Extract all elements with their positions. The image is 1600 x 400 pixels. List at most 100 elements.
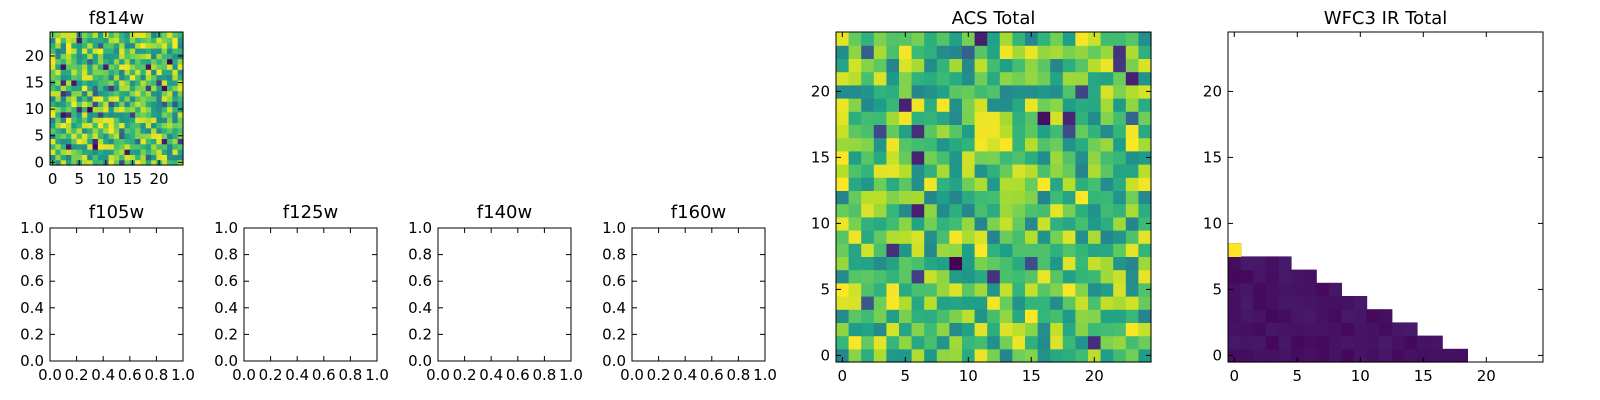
heatmap-cell [1050,256,1064,271]
heatmap-cell [71,85,78,92]
heatmap-cell [1291,309,1305,323]
heatmap-cell [1125,150,1139,165]
heatmap-cell [55,32,62,38]
heatmap-cell [1050,124,1064,139]
heatmap-cell [911,98,925,112]
heatmap-cell [156,143,163,150]
heatmap-cell [936,177,950,191]
heatmap-cell [1100,124,1114,139]
heatmap-cell [836,256,850,271]
x-tick-label: 0.2 [65,366,89,384]
heatmap-cell [1025,58,1039,73]
heatmap-cell [1265,282,1279,297]
heatmap-cell [962,190,976,205]
heatmap-cell [135,101,142,108]
heatmap-cell [1113,230,1127,244]
heatmap-cell [81,47,88,54]
heatmap-cell [119,111,126,118]
heatmap-cell [135,79,142,86]
heatmap-cell [848,164,862,178]
heatmap-cell [1025,348,1039,363]
heatmap-cell [873,309,887,323]
heatmap-cell [1113,309,1127,323]
x-tick-label: 15 [123,170,142,188]
heatmap-cell [172,95,179,102]
heatmap-cell [1253,256,1267,271]
heatmap-cell [1113,203,1127,218]
heatmap-cell [886,216,900,231]
y-tick-label: 0.0 [214,352,238,370]
heatmap-cell [145,85,152,92]
x-tick-label: 0.4 [673,366,697,384]
heatmap-cell [962,256,976,271]
heatmap-cell [848,216,862,231]
heatmap-cell [161,95,168,102]
heatmap-cell [1404,322,1418,337]
heatmap-cell [911,282,925,297]
heatmap-cell [899,243,913,257]
heatmap-cell [76,133,83,139]
heatmap-cell [167,154,173,161]
y-tick-label: 0.8 [602,246,626,264]
heatmap-cell [177,149,184,155]
heatmap-cell [873,282,887,297]
heatmap-cell [987,71,1001,86]
heatmap-cell [103,63,110,70]
heatmap-cell [1088,348,1102,363]
heatmap-cell [962,137,976,152]
heatmap-cell [167,127,173,134]
heatmap-cell [113,85,120,92]
heatmap-cell [103,101,110,108]
panel-title-acs-total: ACS Total [952,8,1036,29]
heatmap-cell [1037,335,1051,350]
heatmap-cell [962,335,976,350]
heatmap-cell [65,143,72,150]
heatmap-cell [108,111,115,118]
heatmap-cell [936,203,950,218]
heatmap-cell [1088,98,1102,112]
heatmap-cell [50,37,56,44]
heatmap-cell [873,137,887,152]
heatmap-cell [76,69,83,76]
heatmap-cell [949,137,963,152]
heatmap-cell [76,122,83,129]
heatmap-cell [151,138,157,145]
heatmap-cell [1265,269,1279,284]
heatmap-cell [1012,256,1026,271]
heatmap-cell [167,63,173,70]
heatmap-cell [167,53,173,60]
heatmap-cell [97,74,104,81]
heatmap-cell [1088,164,1102,178]
heatmap-cell [1050,32,1064,46]
heatmap-cell [140,53,147,60]
heatmap-cell [65,47,72,54]
heatmap-cell [1341,322,1355,337]
heatmap-cell [108,149,115,155]
heatmap-cell [1075,322,1089,337]
heatmap-cell [1316,282,1330,297]
heatmap-cell [949,322,963,337]
heatmap-cell [60,138,67,145]
heatmap-cell [836,335,850,350]
heatmap-cell [1100,177,1114,191]
heatmap-cell [1025,322,1039,337]
heatmap-cell [1354,309,1368,323]
heatmap-cell [949,296,963,310]
heatmap-cell [76,63,83,70]
heatmap-cell [167,42,173,49]
heatmap-cell [911,269,925,284]
x-tick-label: 0.2 [259,366,283,384]
heatmap-cell [962,98,976,112]
heatmap-cell [936,309,950,323]
heatmap-cell [140,69,147,76]
heatmap-cell [1088,216,1102,231]
heatmap-cell [172,90,179,97]
heatmap-cell [60,90,67,97]
heatmap-cell [836,348,850,363]
heatmap-cell [974,98,988,112]
heatmap-cell [848,45,862,59]
heatmap-cell [177,101,184,108]
heatmap-cell [60,42,67,49]
y-tick-label: 0 [1212,346,1222,364]
